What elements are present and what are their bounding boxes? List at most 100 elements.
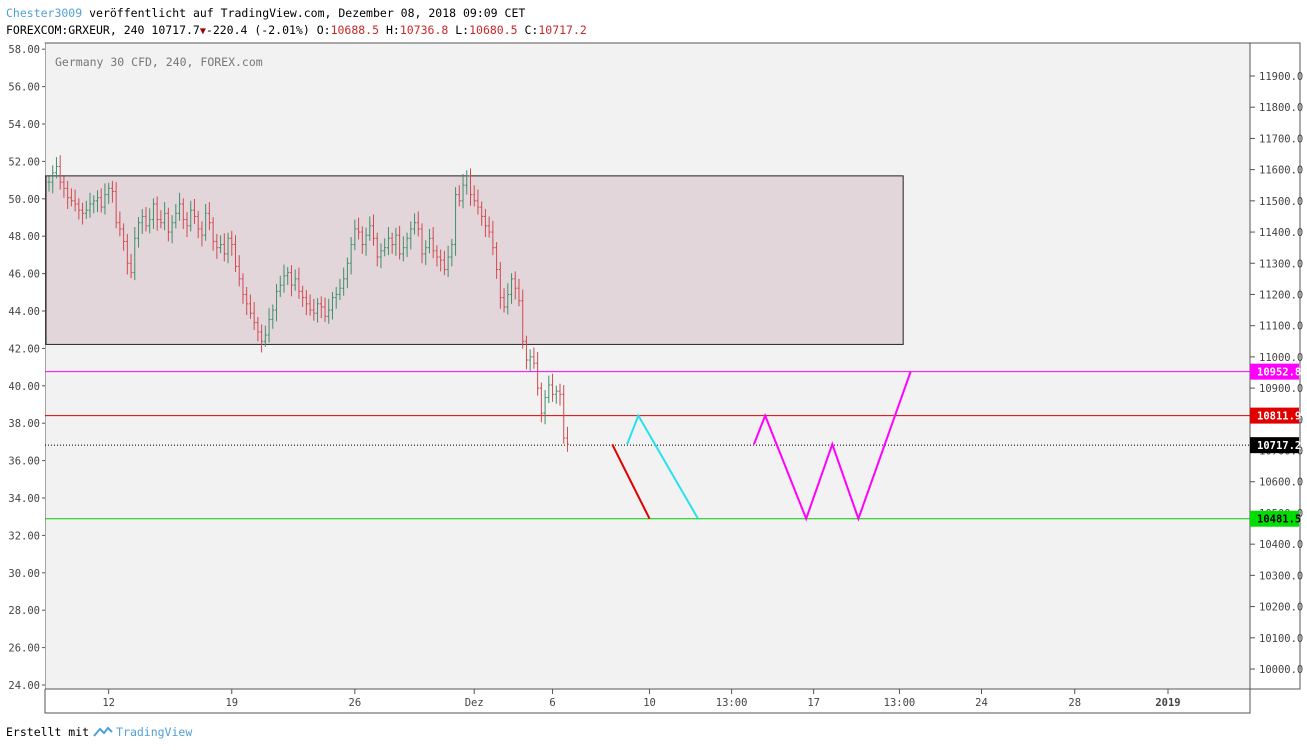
price-bar [424,240,428,266]
price-bar [151,198,155,229]
price-bar [137,217,141,248]
price-bar [237,255,241,287]
price-bar [226,232,230,264]
price-bar [565,426,569,452]
price-bar [77,198,81,220]
price-bar [192,198,196,224]
price-tick-label: 11600.0 [1259,165,1303,177]
price-tag-label: 10717.2 [1257,440,1301,452]
price-bar [510,273,514,304]
price-bar [539,382,543,423]
price-bar [461,174,465,209]
price-bar [230,230,234,256]
left-tick-label: 54.00 [8,119,40,131]
price-bar [66,180,70,209]
price-bar [81,202,85,225]
price-tag-resistance: 10952.8 [1250,363,1301,380]
time-tick-label: 13:00 [716,697,748,709]
left-tick-label: 30.00 [8,568,40,580]
price-bar [513,271,517,300]
price-bar [405,232,409,258]
price-bar [416,211,420,237]
close-label: C: [524,23,539,37]
price-bar [155,196,159,231]
price-bar [383,238,387,257]
price-bar [110,180,114,203]
price-bar [122,223,126,251]
price-bar [219,235,223,254]
plot-area[interactable] [44,42,1251,690]
price-bar [189,200,193,232]
publish-header: Chester3009 veröffentlicht auf TradingVi… [6,6,525,20]
price-bar [260,324,264,353]
price-bar [54,157,58,179]
left-tick-label: 38.00 [8,418,40,430]
price-bar [51,165,55,194]
price-bar [554,385,558,404]
price-bar [148,208,152,234]
change-value: -220.4 (-2.01%) [205,23,310,37]
price-bar [480,201,484,226]
price-bar [58,155,62,190]
price-bar [472,185,476,207]
price-bar [468,168,472,206]
price-bar [133,227,137,281]
time-tick-label: 12 [102,697,115,709]
price-bar [413,213,417,235]
price-bar [204,203,208,241]
tradingview-link[interactable]: TradingView [93,725,192,739]
time-tick-label: 24 [975,697,988,709]
price-bar [207,202,211,231]
price-tag-label: 10952.8 [1257,367,1301,379]
price-bar [319,296,323,319]
price-bar [267,308,271,343]
high-label: H: [385,23,400,37]
price-bar [95,190,99,213]
price-bar [163,202,167,231]
left-tick-label: 42.00 [8,343,40,355]
price-bar [390,232,394,254]
low-label: L: [455,23,470,37]
price-bar [178,192,182,221]
left-tick-label: 36.00 [8,456,40,468]
price-bar [330,291,334,320]
price-bar [88,192,92,218]
price-bar [442,250,446,276]
price-bar [364,227,368,256]
price-bar [491,220,495,256]
price-bar [62,176,66,198]
price-bar [439,249,443,272]
price-bar [558,383,562,406]
open-value: 10688.5 [330,23,380,37]
price-tick-label: 11000.0 [1259,352,1303,364]
time-tick-label: 19 [225,697,238,709]
author-link[interactable]: Chester3009 [6,6,83,20]
price-tag-bg [1250,407,1299,424]
price-bar [435,245,439,267]
time-tick-label: 26 [349,697,362,709]
price-bar [495,242,499,279]
price-bar [323,297,327,322]
price-bar [252,301,256,331]
price-bar [357,217,361,240]
price-bar [528,349,532,372]
price-bar [327,298,331,324]
price-bar [547,375,551,404]
price-bar [316,298,320,323]
time-axis[interactable] [44,688,1251,714]
magenta-path [753,371,912,522]
price-bar [304,290,308,316]
price-bar [368,216,372,241]
price-bar [308,294,312,316]
price-bar [487,216,491,238]
time-tick-label: 28 [1068,697,1081,709]
close-value: 10717.2 [538,23,587,37]
price-tag-last: 10717.2 [1250,437,1301,454]
left-tick-label: 44.00 [8,306,40,318]
price-bar [200,221,204,247]
left-tick-label: 40.00 [8,381,40,393]
price-bar [241,273,245,304]
left-tick-label: 48.00 [8,231,40,243]
down-arrow-icon: ▼ [199,26,206,37]
